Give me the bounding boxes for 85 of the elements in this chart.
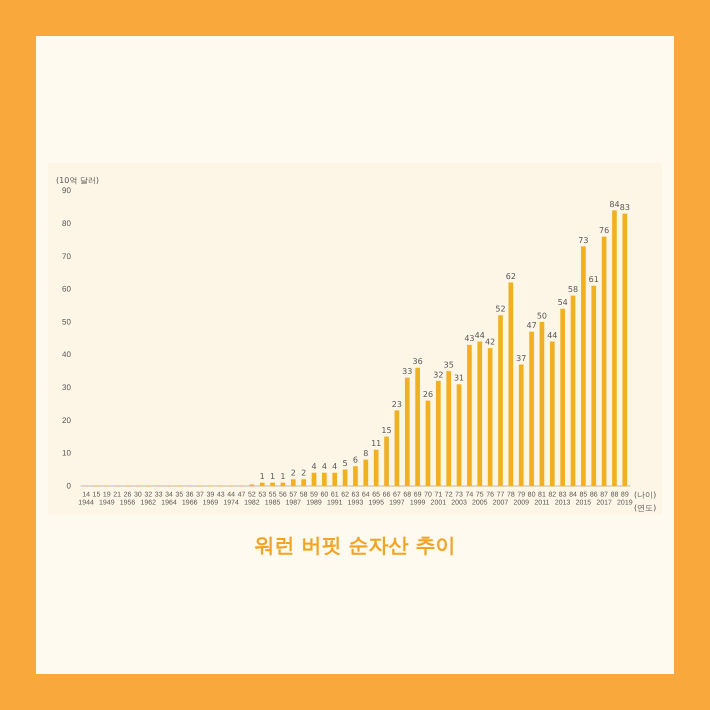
data-label: 4	[311, 462, 317, 472]
bar	[488, 348, 492, 486]
data-label: 23	[392, 400, 402, 409]
bar	[436, 380, 441, 486]
bar	[415, 368, 420, 486]
bar	[384, 436, 389, 486]
bar	[581, 246, 586, 486]
data-label: 5	[342, 458, 348, 468]
bar	[508, 282, 514, 486]
bar	[591, 286, 596, 486]
y-tick-label: 10	[62, 448, 72, 458]
data-label: 84	[609, 200, 620, 209]
y-tick-label: 70	[62, 252, 72, 261]
data-label: 26	[422, 390, 434, 399]
data-label: 36	[412, 357, 423, 366]
bar	[560, 308, 565, 486]
text: 워런 버핏 순자산 추이	[254, 532, 456, 559]
data-label: 61	[588, 275, 599, 284]
data-label: 1	[270, 472, 276, 481]
bar	[404, 378, 410, 486]
bar	[540, 322, 544, 486]
bar	[363, 460, 368, 486]
data-label: 47	[526, 321, 537, 330]
bar	[622, 214, 628, 486]
bar	[332, 472, 338, 486]
bar	[426, 400, 430, 486]
bar	[550, 342, 555, 486]
bar	[290, 479, 296, 486]
x-axis-title: (나이) (연도)	[634, 490, 656, 512]
y-tick-label: 20	[62, 416, 72, 425]
bar	[342, 469, 348, 486]
data-label: 4	[322, 462, 327, 472]
bar	[456, 384, 462, 486]
bar	[498, 315, 503, 486]
bar	[446, 371, 452, 486]
bar	[312, 472, 316, 486]
data-label: 44	[474, 330, 485, 340]
bar	[518, 364, 524, 486]
data-label: 62	[506, 272, 516, 281]
data-label: 31	[454, 374, 464, 383]
data-label: 6	[352, 456, 358, 465]
y-tick-label: 50	[62, 317, 72, 326]
y-tick-label: 80	[62, 219, 72, 228]
bar	[374, 450, 378, 486]
data-label: 52	[495, 304, 506, 314]
bar	[301, 479, 306, 486]
bar	[322, 472, 327, 486]
y-tick-label: 30	[62, 383, 72, 392]
bar	[467, 344, 472, 486]
data-label: 50	[536, 311, 548, 320]
data-label: 58	[568, 285, 578, 294]
data-label: 2	[290, 468, 296, 478]
data-label: 76	[599, 226, 610, 235]
data-label: 1	[280, 472, 286, 481]
bar	[353, 466, 358, 486]
data-label: 33	[402, 367, 412, 376]
data-label: 44	[547, 330, 558, 340]
bar	[270, 482, 275, 486]
data-label: 2	[301, 468, 306, 478]
bar	[570, 296, 576, 486]
data-label: 43	[464, 334, 475, 344]
data-label: 73	[578, 236, 588, 245]
bar	[529, 332, 534, 486]
data-label: 11	[371, 439, 382, 448]
bar	[477, 342, 482, 486]
data-label: 83	[620, 203, 630, 212]
y-tick-label: 40	[62, 350, 72, 360]
y-tick-label: 60	[62, 284, 72, 294]
data-label: 8	[363, 449, 368, 458]
data-label: 54	[558, 298, 568, 308]
data-label: 32	[433, 370, 444, 380]
y-axis-title: (10억 달러)	[56, 176, 99, 186]
bar	[394, 410, 400, 486]
y-tick-label: 90	[62, 186, 72, 196]
data-label: 37	[516, 354, 526, 363]
y-tick-label: 0	[66, 481, 72, 490]
data-label: 42	[485, 338, 496, 347]
data-label: 35	[444, 360, 454, 370]
bar	[602, 236, 606, 486]
bar	[260, 482, 265, 486]
data-label: 1	[260, 472, 265, 481]
bar	[612, 210, 617, 486]
bar	[280, 482, 286, 486]
data-label: 15	[381, 426, 392, 436]
data-label: 4	[332, 462, 338, 472]
